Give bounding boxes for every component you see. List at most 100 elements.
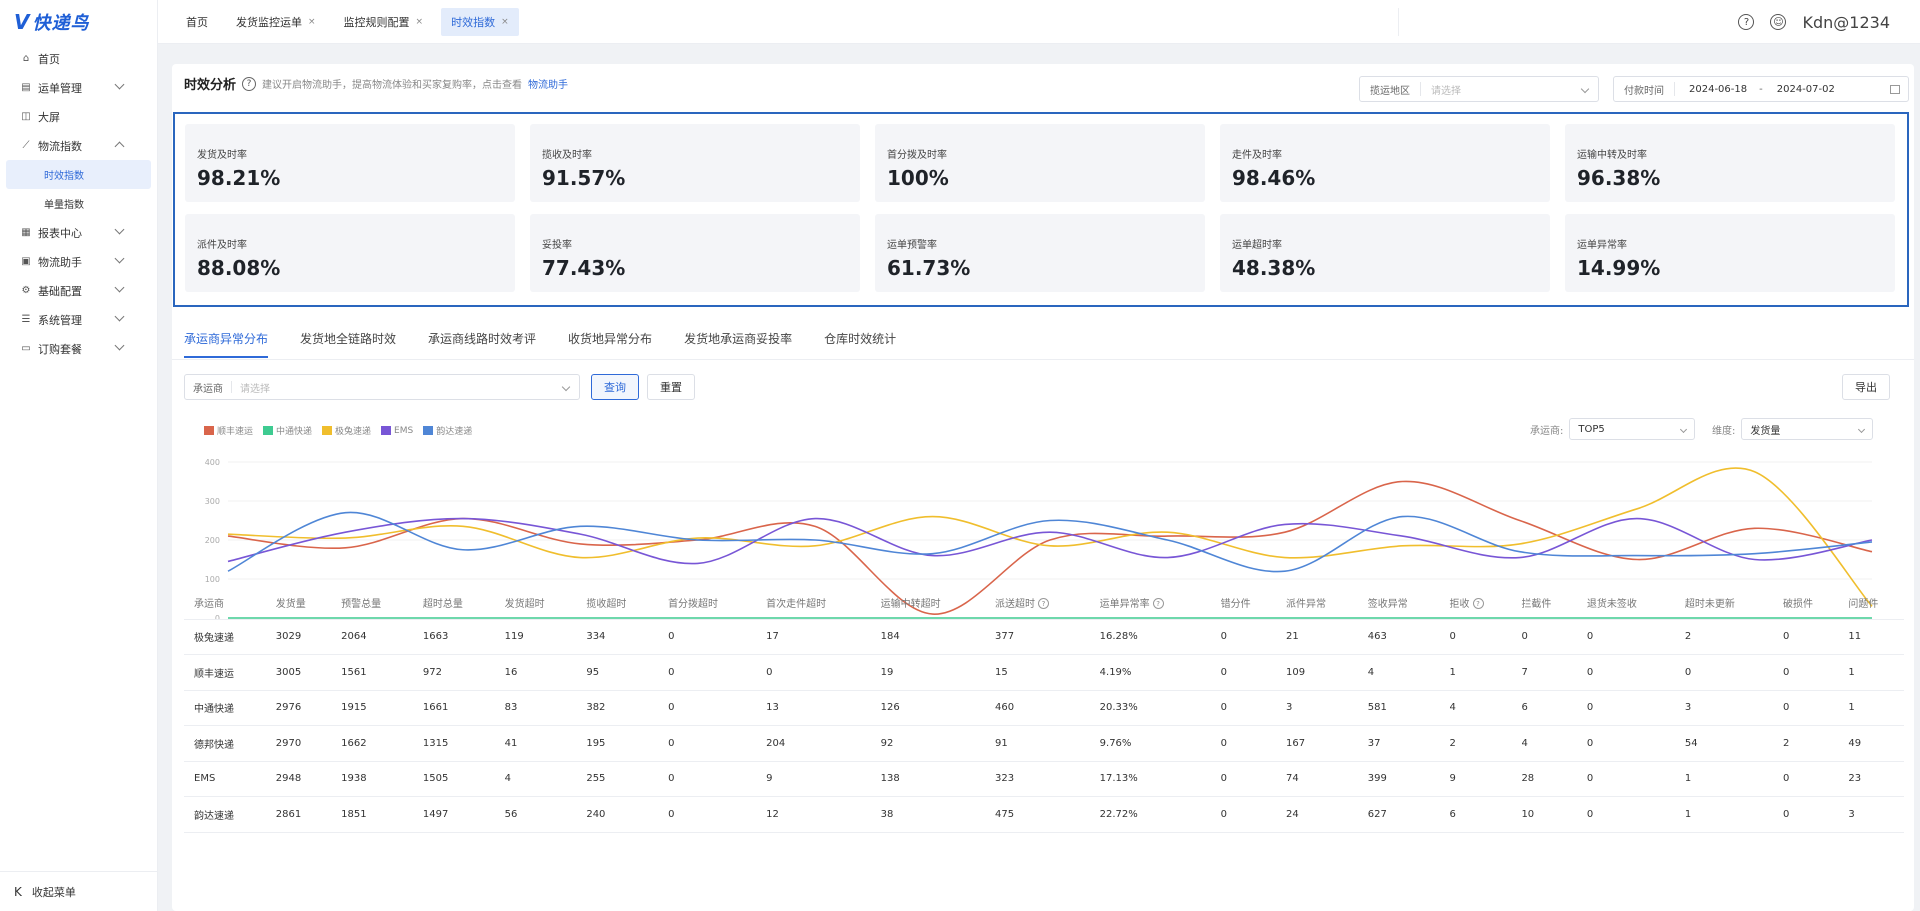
dimension-box[interactable]: 发货量 <box>1741 418 1874 440</box>
dimension-label: 维度: <box>1712 425 1736 437</box>
gear-icon: ⚙ <box>21 285 31 296</box>
sidebar-item-1[interactable]: ▦ 报表中心 <box>0 218 157 247</box>
dimension-select[interactable]: 维度: 发货量 <box>1712 418 1874 440</box>
table-cell: 4 <box>494 761 577 797</box>
sidebar-item-4[interactable]: ⟋ 物流指数 <box>0 131 157 160</box>
reset-button[interactable]: 重置 <box>647 374 695 400</box>
table-cell: 6 <box>1439 796 1512 833</box>
table-cell: 22.72% <box>1089 796 1211 833</box>
help-icon[interactable]: ? <box>1738 14 1755 30</box>
user-name[interactable]: Kdn@1234 <box>1802 12 1890 32</box>
user-icon[interactable]: ☺ <box>1770 14 1787 30</box>
question-icon[interactable]: ? <box>1472 598 1484 610</box>
column-header-label: 签收异常 <box>1367 598 1408 610</box>
sidebar-item-5[interactable]: ▭ 订购套餐 <box>0 334 157 363</box>
export-button[interactable]: 导出 <box>1842 374 1890 400</box>
column-header-label: 承运商 <box>194 598 224 610</box>
close-icon[interactable]: × <box>308 16 316 27</box>
legend-item[interactable]: EMS <box>381 424 413 437</box>
table-row[interactable]: 顺丰速运 3005 1561 972 16 95 0 0 19 15 4.19% 0 109 4 1 7 0 0 0… <box>184 654 1904 691</box>
table-cell: 3005 <box>265 654 332 691</box>
sidebar-item-1[interactable]: ⌂ 首页 <box>0 44 157 73</box>
chevron-down-icon <box>1680 425 1688 433</box>
legend-item[interactable]: 极兔速递 <box>322 424 371 437</box>
sidebar-item-3[interactable]: ⚙ 基础配置 <box>0 276 157 305</box>
date-end[interactable]: 2024-07-02 <box>1776 83 1835 95</box>
sidebar-item-3[interactable]: ◫ 大屏 <box>0 102 157 131</box>
logo[interactable]: V 快递鸟 <box>0 0 157 44</box>
legend-item[interactable]: 顺丰速运 <box>204 424 253 437</box>
legend-label: 极兔速递 <box>335 427 372 437</box>
sidebar-item-2[interactable]: ▣ 物流助手 <box>0 247 157 276</box>
table-cell: 0 <box>1773 796 1839 833</box>
table-row[interactable]: 极兔速递 3029 2064 1663 119 334 0 17 184 377 16.28% 0 21… <box>184 619 1904 655</box>
tab-4[interactable]: 时效指数 × <box>441 7 519 36</box>
sidebar-item-4[interactable]: ☰ 系统管理 <box>0 305 157 334</box>
table-row[interactable]: 韵达速递 2861 1851 1497 56 240 0 12 38 475 22.72% 0 24 62… <box>184 796 1904 833</box>
query-button[interactable]: 查询 <box>591 374 639 400</box>
carrier-top-box[interactable]: TOP5 <box>1569 418 1696 440</box>
table-cell: 2976 <box>265 690 332 726</box>
kpi-card: 运单异常率 14.99% <box>1565 214 1895 292</box>
dimension-value: 发货量 <box>1750 425 1781 437</box>
question-icon[interactable]: ? <box>1152 598 1164 610</box>
column-header: 问题件 <box>1838 586 1904 620</box>
table-row[interactable]: 中通快递 2976 1915 1661 83 382 0 13 126 460 20.33% 0 3 58… <box>184 690 1904 726</box>
table-cell: 204 <box>756 725 871 762</box>
table-cell: 17 <box>756 619 871 655</box>
date-start[interactable]: 2024-06-18 <box>1689 83 1748 95</box>
series-line <box>227 511 1873 573</box>
analysis-tab-3[interactable]: 承运商线路时效考评 <box>428 332 537 346</box>
table-cell: 334 <box>576 619 659 655</box>
column-header: 退货未签收 <box>1576 586 1675 620</box>
logistics-assistant-link[interactable]: 物流助手 <box>528 80 569 91</box>
tab-2[interactable]: 发货监控运单 × <box>226 8 326 36</box>
top-right-tools: ? ☺ Kdn@1234 <box>1738 0 1890 44</box>
table-cell: 1938 <box>331 761 413 797</box>
tab-3[interactable]: 监控规则配置 × <box>334 8 434 36</box>
question-icon[interactable]: ? <box>242 76 257 91</box>
close-icon[interactable]: × <box>415 16 424 27</box>
kpi-label: 运单预警率 <box>887 240 937 251</box>
region-select[interactable]: 揽运地区 请选择 <box>1359 76 1599 102</box>
column-header-label: 运输中转超时 <box>880 598 941 610</box>
hint-text: 建议开启物流助手，提高物流体验和买家复购率，点击查看 <box>262 80 523 91</box>
screen-icon: ◫ <box>21 111 31 122</box>
column-header: 发货超时 <box>494 586 577 620</box>
close-icon[interactable]: × <box>501 16 509 27</box>
carrier-top-select[interactable]: 承运商: TOP5 <box>1530 418 1696 440</box>
table-cell: 9.76% <box>1089 725 1211 762</box>
table-cell: 255 <box>576 761 659 797</box>
y-tick-label: 300 <box>205 497 220 506</box>
analysis-tab-5[interactable]: 发货地承运商妥投率 <box>684 332 793 346</box>
sidebar-item-2[interactable]: ▤ 运单管理 <box>0 73 157 102</box>
carrier-select[interactable]: 承运商 请选择 <box>184 374 580 400</box>
page-title: 时效分析 <box>184 78 237 93</box>
table-cell: 240 <box>576 796 659 833</box>
carrier-label: 承运商 <box>185 381 232 395</box>
analysis-tab-1[interactable]: 承运商异常分布 <box>184 330 269 358</box>
column-header-label: 超时未更新 <box>1684 598 1735 610</box>
collapse-menu-button[interactable]: K 收起菜单 <box>0 871 158 911</box>
table-row[interactable]: 德邦快递 2970 1662 1315 41 195 0 204 92 91 9.76% 0 167 37… <box>184 725 1904 762</box>
tab-1[interactable]: 首页 <box>176 8 218 36</box>
table-cell: 0 <box>1210 725 1277 762</box>
analysis-tab-6[interactable]: 仓库时效统计 <box>824 332 897 346</box>
table-cell: 1315 <box>412 725 495 762</box>
legend-item[interactable]: 韵达速递 <box>423 424 472 437</box>
legend-item[interactable]: 中通快递 <box>263 424 312 437</box>
question-icon[interactable]: ? <box>1038 598 1050 610</box>
table-row[interactable]: EMS 2948 1938 1505 4 255 0 9 138 323 17.13% 0 74 399 9… <box>184 761 1904 797</box>
sidebar-subitem-2[interactable]: 单量指数 <box>44 200 84 211</box>
column-header: 运单异常率? <box>1089 586 1211 620</box>
chevron-down-icon <box>114 282 125 293</box>
carrier-table: 承运商 发货量 预警总量 超时总量 发货超时 揽收超时 首分拨超时 首次走件超时 运输中转超时 派… <box>184 586 1904 833</box>
analysis-tab-2[interactable]: 发货地全链路时效 <box>300 332 397 346</box>
sidebar-subitem-1[interactable]: 时效指数 <box>6 160 151 189</box>
table-cell: 19 <box>870 654 986 691</box>
analysis-tab-4[interactable]: 收货地异常分布 <box>568 332 653 346</box>
table-cell: 中通快递 <box>184 690 266 726</box>
kpi-value: 14.99% <box>1577 256 1661 280</box>
table-cell: 2 <box>1439 725 1512 762</box>
pay-time-range[interactable]: 付款时间 2024-06-18 - 2024-07-02 <box>1613 76 1909 102</box>
